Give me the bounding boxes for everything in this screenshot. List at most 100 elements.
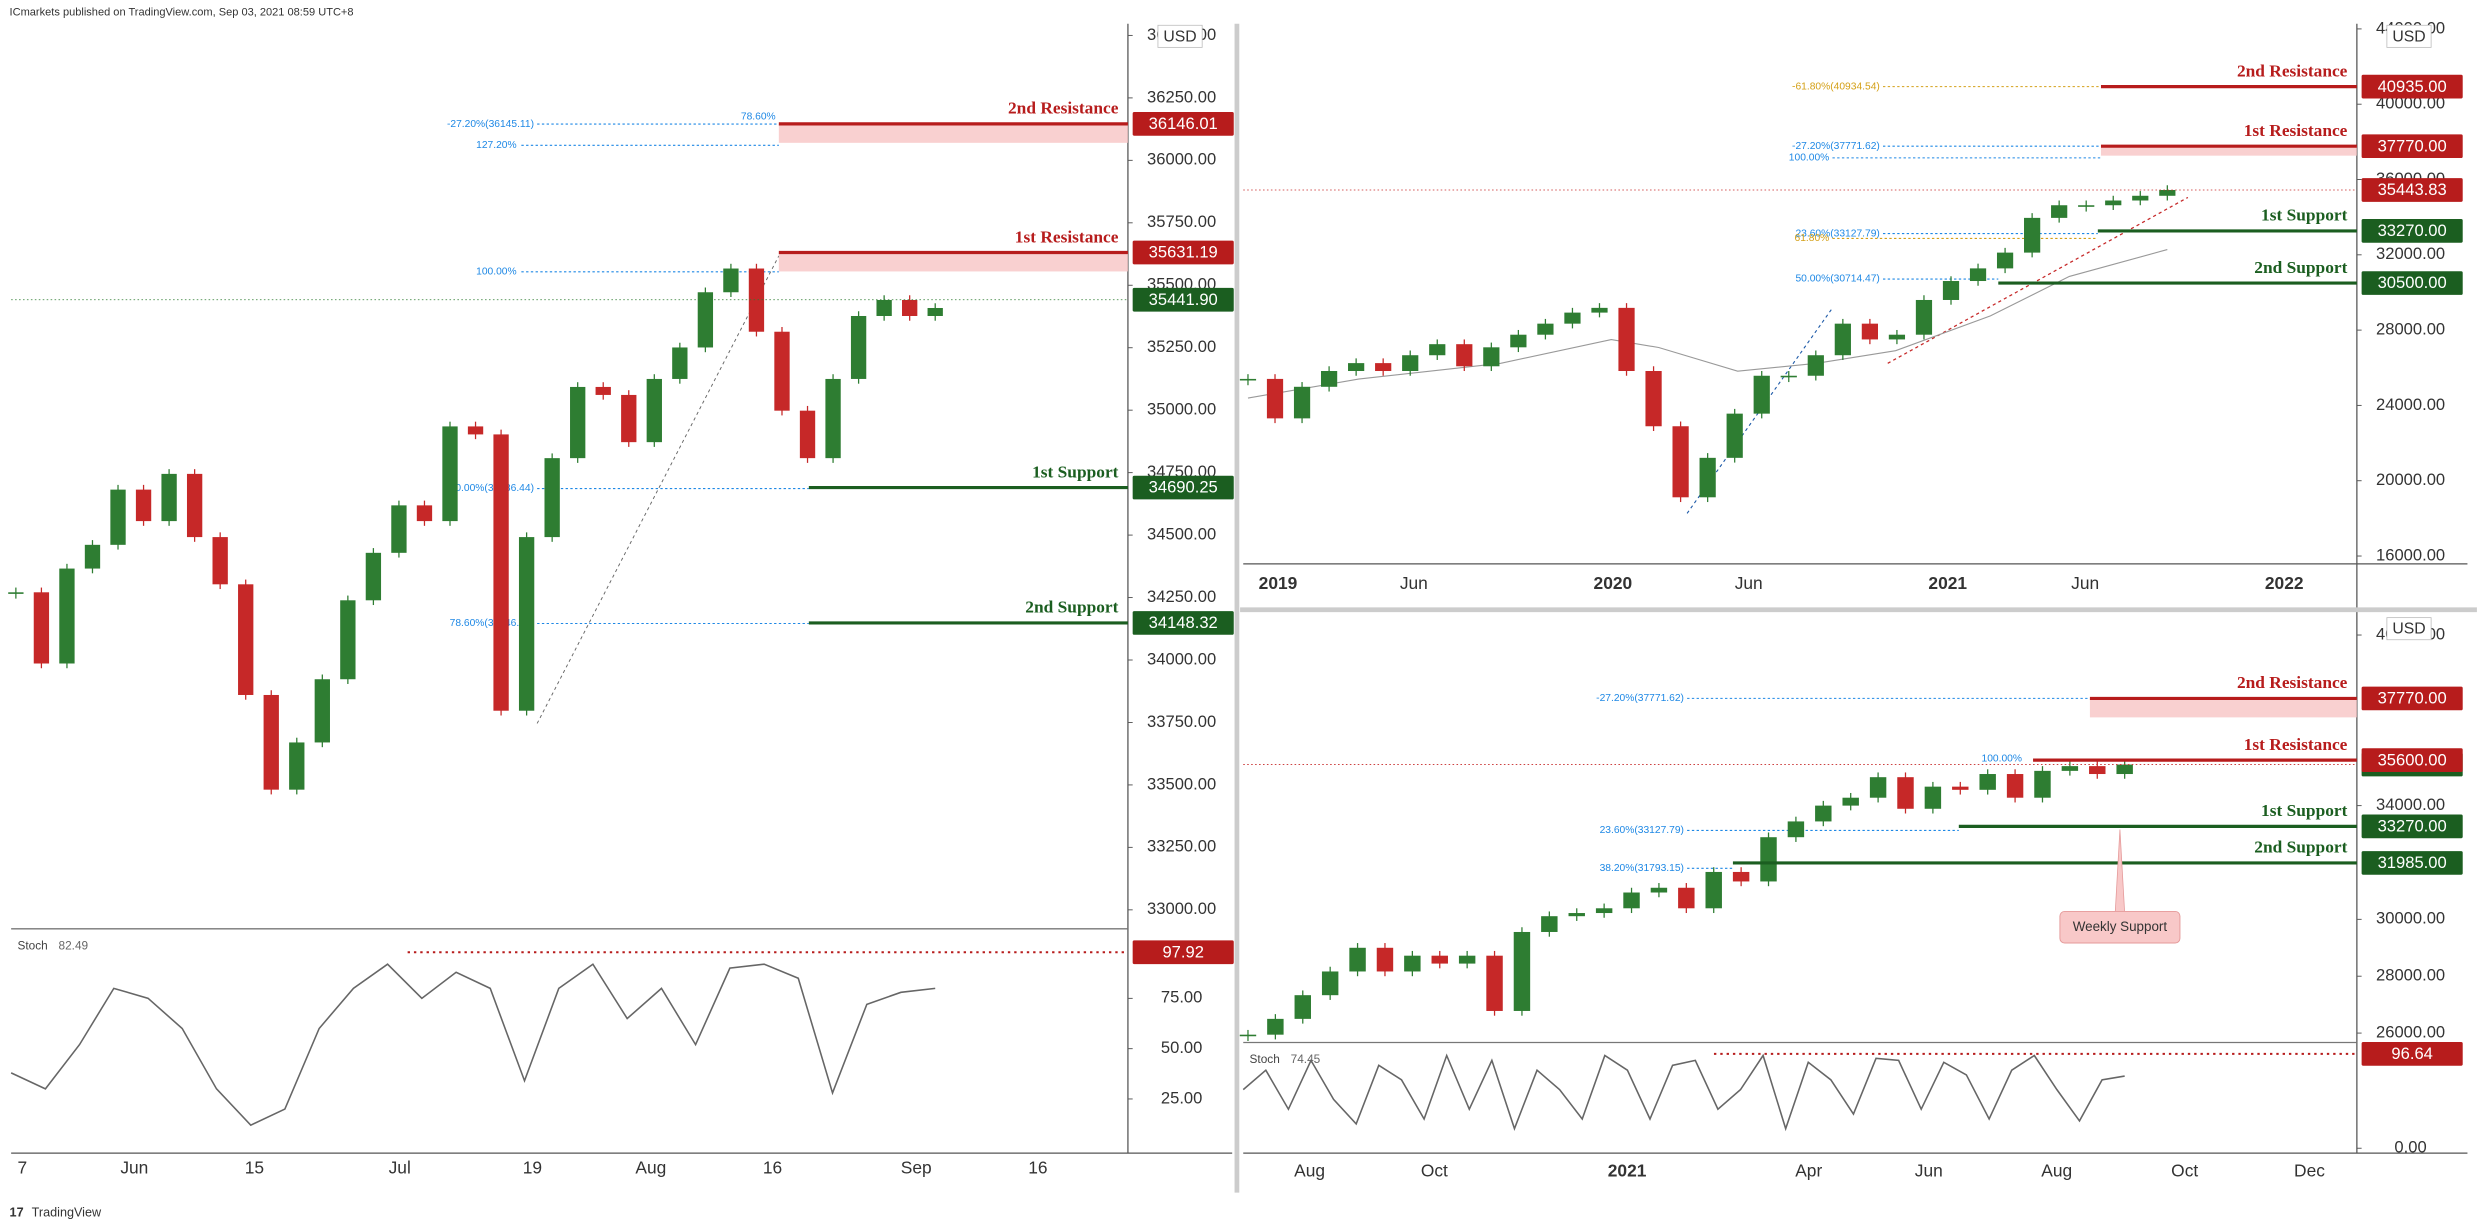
level-name: 1st Resistance bbox=[2244, 121, 2348, 140]
indicator-value: 82.49 bbox=[59, 938, 89, 952]
candle bbox=[723, 268, 739, 293]
candle bbox=[595, 386, 611, 395]
level-price-label: 37770.00 bbox=[2378, 136, 2447, 155]
candle bbox=[467, 426, 484, 435]
level-name: 1st Resistance bbox=[1015, 227, 1119, 246]
x-tick-label: Aug bbox=[1294, 1161, 1325, 1181]
candle bbox=[1678, 887, 1695, 909]
stoch-level-label: 96.64 bbox=[2391, 1044, 2433, 1063]
candle bbox=[2061, 766, 2079, 771]
candle bbox=[1623, 892, 1640, 909]
level-price-label: 34148.32 bbox=[1149, 613, 1218, 632]
level-price-label-box bbox=[2361, 134, 2463, 159]
candle bbox=[340, 600, 356, 680]
y-tick-label: 0.00 bbox=[2394, 1138, 2426, 1157]
level-price-label: 37770.00 bbox=[2378, 689, 2447, 708]
candle bbox=[1672, 426, 1689, 498]
candle bbox=[1869, 777, 1887, 798]
candle bbox=[927, 307, 943, 316]
level-price-label: 40935.00 bbox=[2378, 77, 2447, 96]
current-price-label-box bbox=[1132, 287, 1234, 312]
y-tick-label: 33000.00 bbox=[1147, 899, 1216, 918]
fib-label: -27.20%(36145.11) bbox=[447, 119, 534, 130]
fib-label: 50.00%(30714.47) bbox=[1795, 274, 1879, 285]
level-zone bbox=[2089, 698, 2357, 718]
candle bbox=[1541, 916, 1558, 932]
candle bbox=[876, 300, 892, 316]
candle bbox=[110, 489, 126, 545]
candle bbox=[2132, 195, 2149, 201]
candle bbox=[1239, 378, 1257, 381]
y-tick-label: 25.00 bbox=[1161, 1088, 1203, 1107]
fib-label: 100.00% bbox=[1982, 753, 2022, 764]
x-tick-label: Jun bbox=[2071, 573, 2099, 593]
candle bbox=[1815, 805, 1832, 822]
indicator-name: Stoch bbox=[1250, 1052, 1280, 1066]
y-tick-label: 30000.00 bbox=[2376, 909, 2445, 928]
candle bbox=[1458, 955, 1476, 964]
currency-box bbox=[2386, 617, 2432, 641]
candle bbox=[1537, 323, 1554, 335]
candle bbox=[8, 592, 24, 594]
fib-label: 23.60%(33127.79) bbox=[1795, 228, 1879, 239]
candle bbox=[799, 410, 816, 459]
candle bbox=[33, 592, 50, 664]
candle bbox=[1348, 363, 1365, 372]
candle bbox=[2078, 205, 2095, 207]
x-tick-label: Oct bbox=[2171, 1161, 2198, 1181]
candle bbox=[518, 537, 535, 711]
level-price-label: 36146.01 bbox=[1149, 114, 1218, 133]
candle bbox=[1404, 955, 1421, 972]
fib-label: 100.00% bbox=[476, 266, 516, 277]
candle bbox=[1726, 413, 1743, 458]
level-price-label-box bbox=[1132, 240, 1234, 265]
candle bbox=[850, 315, 867, 379]
x-tick-label: Jul bbox=[389, 1158, 411, 1178]
candle bbox=[391, 505, 407, 553]
candle bbox=[1952, 786, 1969, 790]
currency-box bbox=[1157, 24, 1203, 48]
candle bbox=[1861, 323, 1878, 340]
candle bbox=[1483, 347, 1500, 367]
candle bbox=[672, 347, 688, 379]
candle bbox=[1979, 774, 1996, 790]
level-zone bbox=[2100, 146, 2357, 156]
y-tick-label: 50.00 bbox=[1161, 1038, 1203, 1057]
candle bbox=[697, 292, 714, 348]
fib-label: 23.60%(33127.79) bbox=[1600, 825, 1684, 836]
fib-label: 78.60% bbox=[741, 112, 776, 123]
y-tick-label: 16000.00 bbox=[2376, 545, 2445, 564]
candle bbox=[1807, 355, 1824, 376]
candle bbox=[902, 300, 918, 316]
level-name: 1st Support bbox=[2261, 206, 2348, 225]
candle bbox=[1969, 268, 1987, 282]
candle bbox=[1486, 955, 1503, 1011]
currency: USD bbox=[1163, 28, 1196, 45]
candle bbox=[1267, 1018, 1284, 1035]
level-name: 2nd Resistance bbox=[2237, 673, 2348, 692]
candle bbox=[493, 434, 509, 711]
level-price-label: 33270.00 bbox=[2378, 221, 2447, 240]
candle bbox=[2105, 200, 2122, 206]
level-price-label-box bbox=[2361, 748, 2463, 772]
level-zone bbox=[778, 123, 1128, 143]
candle bbox=[2006, 774, 2024, 798]
candle bbox=[1591, 307, 1608, 313]
level-price-label: 35600.00 bbox=[2378, 750, 2447, 769]
candle bbox=[774, 331, 790, 411]
x-tick-label: 2020 bbox=[1594, 573, 1633, 593]
level-name: 2nd Resistance bbox=[2237, 61, 2348, 80]
x-tick-label: 2021 bbox=[1928, 573, 1967, 593]
fib-label: 100.00% bbox=[1789, 153, 1829, 164]
candle bbox=[1996, 252, 2014, 269]
fib-label: 38.20%(31793.15) bbox=[1600, 863, 1684, 874]
y-tick-label: 24000.00 bbox=[2376, 395, 2445, 414]
candle bbox=[2116, 764, 2133, 775]
current-price-label: 35443.83 bbox=[2378, 180, 2447, 199]
y-tick-label: 28000.00 bbox=[2376, 319, 2445, 338]
level-name: 2nd Support bbox=[2254, 258, 2347, 277]
candle bbox=[2159, 189, 2176, 196]
x-tick-label: Jun bbox=[1915, 1161, 1943, 1181]
x-tick-label: 2022 bbox=[2265, 573, 2304, 593]
